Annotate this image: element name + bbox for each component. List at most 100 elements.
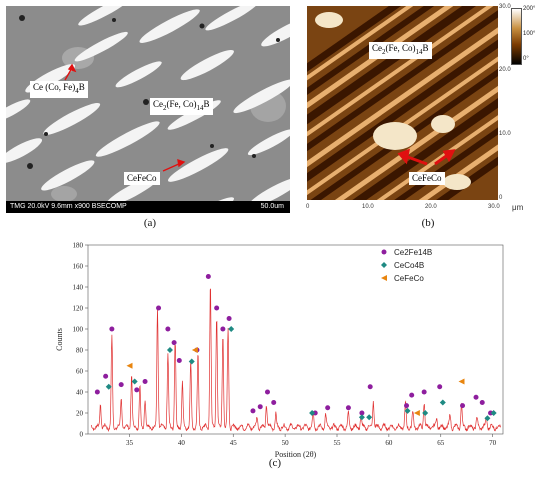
marker-ce2fe14b	[488, 410, 494, 416]
label-main-phase-b: Ce2(Fe, Co)14B	[369, 42, 432, 59]
marker-ce2fe14b	[367, 384, 373, 390]
marker-ceco4b	[490, 410, 497, 416]
marker-ce2fe14b	[404, 403, 410, 409]
marker-ce2fe14b	[359, 410, 365, 416]
y-tick-label: 80	[76, 347, 84, 355]
marker-ce2fe14b	[226, 316, 232, 321]
marker-ce2fe14b	[257, 404, 263, 410]
marker-ce2fe14b	[176, 358, 182, 363]
marker-cefeco	[126, 362, 133, 369]
marker-ce2fe14b	[325, 405, 331, 411]
marker-ceco4b	[404, 407, 411, 414]
y-tick-label: 20	[76, 410, 84, 418]
colorbar-label-0: 0°	[523, 56, 529, 62]
colorbar-label-200: 200°	[523, 6, 536, 12]
x-tick-label: 65	[437, 439, 445, 447]
legend-marker-ce2fe14b	[381, 249, 387, 255]
marker-ce2fe14b	[345, 405, 351, 411]
sem-scale-bar: 50.0um	[260, 203, 284, 210]
marker-cefeco	[458, 378, 465, 385]
y-tick-label: 180	[73, 242, 84, 250]
marker-ceco4b	[105, 383, 112, 390]
legend-marker-cefeco	[381, 275, 387, 281]
caption-a: (a)	[143, 217, 157, 229]
y-tick-label: 160	[73, 263, 84, 271]
x-tick-label: 45	[230, 439, 238, 447]
afm-xtick-10: 10.0	[362, 204, 374, 210]
legend-label-ce2fe14b: Ce2Fe14B	[394, 248, 432, 257]
marker-ce2fe14b	[165, 326, 171, 332]
caption-b: (b)	[421, 217, 435, 229]
xrd-plot-frame	[87, 244, 504, 435]
marker-ce2fe14b	[205, 274, 211, 279]
y-tick-label: 120	[73, 305, 84, 313]
marker-ce2fe14b	[250, 408, 256, 414]
label-main-phase-a: Ce2(Fe, Co)14B	[150, 98, 213, 115]
marker-ceco4b	[228, 326, 235, 332]
afm-xtick-30: 30.0	[488, 204, 500, 210]
y-tick-label: 40	[76, 389, 84, 397]
marker-ceco4b	[439, 399, 446, 406]
sem-micrograph: Ce (Co, Fe)4B Ce2(Fe, Co)14B CeFeCo TMG …	[6, 6, 290, 213]
label-cefeco-phase-b: CeFeCo	[409, 172, 445, 185]
marker-ce2fe14b	[142, 379, 148, 384]
label-cefeco-phase-a: CeFeCo	[124, 172, 160, 185]
y-tick-label: 140	[73, 284, 84, 292]
marker-ceco4b	[166, 347, 173, 353]
marker-cefeco	[413, 410, 420, 416]
xrd-chart: 0 20 40 60 80 100 120 140 160 180 35 40 45 50 55 60 65 70…	[55, 242, 504, 459]
afm-unit: μm	[512, 203, 524, 212]
afm-xtick-20: 20.0	[425, 204, 437, 210]
marker-ce2fe14b	[264, 389, 270, 395]
marker-ce2fe14b	[94, 389, 100, 395]
marker-ceco4b	[188, 358, 195, 365]
label-boride-phase: Ce (Co, Fe)4B	[30, 81, 88, 98]
x-tick-label: 35	[126, 439, 134, 447]
marker-ce2fe14b	[409, 392, 415, 398]
legend-label-ceco4b: CeCo4B	[394, 261, 424, 270]
afm-ytick-30: 30.0	[499, 4, 511, 10]
x-tick-label: 55	[334, 439, 342, 447]
marker-ceco4b	[358, 414, 365, 421]
xrd-phase-markers	[94, 274, 497, 422]
xrd-legend: Ce2Fe14B CeCo4B CeFeCo	[381, 248, 432, 283]
colorbar-label-100: 100°	[523, 31, 536, 37]
x-axis-label: Position (2θ)	[275, 450, 317, 459]
marker-ceco4b	[366, 414, 373, 421]
x-tick-label: 40	[178, 439, 186, 447]
marker-ce2fe14b	[312, 410, 318, 416]
marker-ce2fe14b	[421, 389, 427, 395]
afm-xtick-0: 0	[306, 204, 310, 210]
marker-ce2fe14b	[156, 305, 162, 311]
afm-ytick-10: 10.0	[499, 131, 511, 137]
x-tick-label: 70	[489, 439, 497, 447]
mfm-image: Ce2(Fe, Co)14B CeFeCo	[307, 6, 498, 200]
y-tick-label: 0	[80, 431, 84, 439]
xrd-pattern-line	[90, 288, 502, 433]
legend-label-cefeco: CeFeCo	[394, 274, 424, 283]
marker-ce2fe14b	[220, 326, 226, 332]
marker-ce2fe14b	[460, 403, 466, 409]
mfm-domain-texture	[307, 6, 498, 200]
x-tick-label: 50	[282, 439, 290, 447]
marker-ce2fe14b	[473, 394, 479, 400]
marker-ce2fe14b	[479, 400, 485, 405]
marker-ce2fe14b	[271, 400, 277, 405]
y-tick-label: 100	[73, 326, 84, 334]
marker-ceco4b	[309, 410, 316, 416]
marker-ce2fe14b	[109, 326, 115, 332]
marker-ceco4b	[131, 378, 138, 385]
phase-colorbar	[511, 8, 522, 65]
marker-ce2fe14b	[118, 382, 124, 388]
y-tick-label: 60	[76, 368, 84, 376]
marker-ce2fe14b	[134, 387, 140, 393]
marker-cefeco	[191, 347, 198, 353]
sem-parameters: TMG 20.0kV 9.6mm x900 BSECOMP	[10, 203, 127, 210]
y-axis-label: Counts	[55, 328, 64, 351]
marker-ce2fe14b	[437, 384, 443, 390]
legend-marker-ceco4b	[381, 262, 387, 268]
marker-ce2fe14b	[171, 340, 177, 346]
x-tick-label: 60	[385, 439, 393, 447]
caption-c: (c)	[268, 457, 282, 469]
afm-ytick-0: 0	[499, 195, 503, 201]
